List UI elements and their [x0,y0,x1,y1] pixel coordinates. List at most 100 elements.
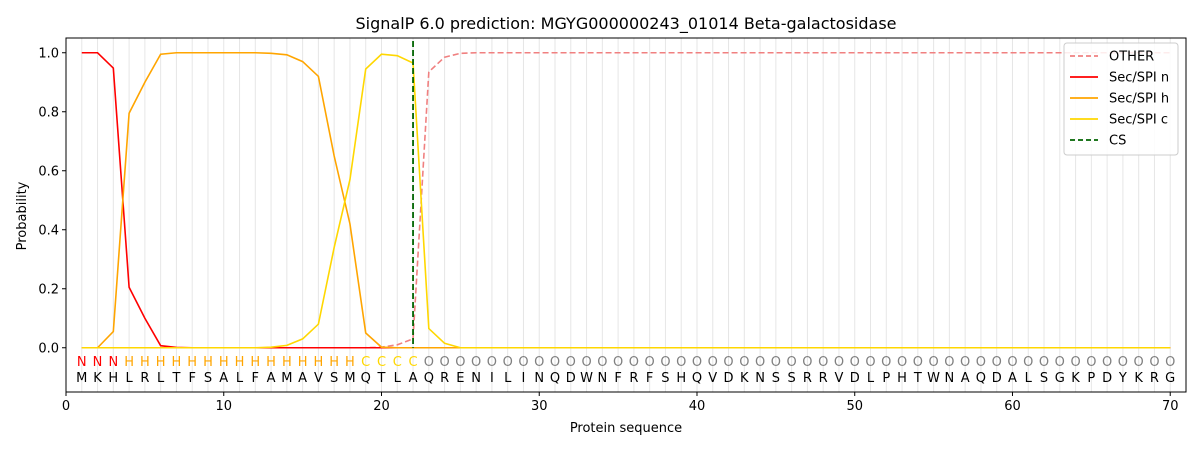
sequence-letter: N [471,371,481,386]
sequence-letter: A [219,371,228,386]
residue-label: O [550,355,560,370]
sequence-letter: S [1040,371,1048,386]
residue-label: H [172,355,182,370]
residue-label: O [865,355,875,370]
sequence-letter: P [1087,371,1095,386]
sequence-letter: K [1071,371,1080,386]
sequence-letter: T [377,371,386,386]
residue-label: O [660,355,670,370]
sequence-letter: Q [976,371,986,386]
sequence-letter: H [897,371,907,386]
sequence-letter: W [927,371,940,386]
sequence-letter: D [1102,371,1112,386]
sequence-letter: F [614,371,621,386]
residue-label: O [723,355,733,370]
sequence-letter: D [850,371,860,386]
sequence-letter: D [992,371,1002,386]
residue-label: O [439,355,449,370]
sequence-letter: T [171,371,180,386]
residue-label: H [282,355,292,370]
residue-label: O [676,355,686,370]
sequence-letter: R [819,371,828,386]
x-tick-label: 20 [373,399,390,414]
residue-label: H [219,355,229,370]
sequence-letter: R [440,371,449,386]
residue-label: O [1023,355,1033,370]
residue-label: O [534,355,544,370]
sequence-letter: V [314,371,323,386]
y-tick-label: 1.0 [38,46,59,61]
sequence-letter: Q [692,371,702,386]
residue-label: N [93,355,103,370]
sequence-letter: V [835,371,844,386]
residue-label: O [818,355,828,370]
residue-label: H [124,355,134,370]
sequence-letter: I [522,371,526,386]
residue-label: C [393,355,402,370]
residue-label: H [345,355,355,370]
sequence-letter: M [76,371,87,386]
x-tick-label: 30 [531,399,548,414]
x-tick-label: 10 [215,399,232,414]
residue-label: H [298,355,308,370]
plot-frame [65,37,1187,393]
residue-label: O [787,355,797,370]
x-tick-label: 60 [1004,399,1021,414]
chart-title: SignalP 6.0 prediction: MGYG000000243_01… [355,14,896,34]
sequence-letter: L [1025,371,1033,386]
sequence-letter: A [267,371,276,386]
residue-label: O [1134,355,1144,370]
residue-label: H [140,355,150,370]
sequence-letter: H [108,371,118,386]
sequence-letter: D [566,371,576,386]
residue-label: O [1007,355,1017,370]
residue-label: C [361,355,370,370]
residue-label: O [1039,355,1049,370]
residue-label: O [881,355,891,370]
x-tick-label: 50 [846,399,863,414]
x-tick-label: 0 [62,399,70,414]
residue-label: O [1070,355,1080,370]
residue-label: C [377,355,386,370]
residue-label: H [266,355,276,370]
sequence-letter: K [740,371,749,386]
residue-label: O [455,355,465,370]
sequence-letter: G [1165,371,1175,386]
sequence-letter: K [1134,371,1143,386]
residue-label: O [739,355,749,370]
residue-label: O [897,355,907,370]
sequence-letter: A [961,371,970,386]
y-axis-label: Probability [15,181,30,250]
residue-label: N [108,355,118,370]
sequence-letter: S [772,371,780,386]
y-tick-label: 0.6 [38,164,59,179]
sequence-letter: W [580,371,593,386]
series-line-sec-spi-h [81,51,1171,349]
residue-label: O [834,355,844,370]
legend-label: Sec/SPI n [1109,71,1169,86]
legend-label: OTHER [1109,50,1154,65]
residue-label: O [755,355,765,370]
residue-label: H [329,355,339,370]
sequence-letter: N [597,371,607,386]
residue-label: O [692,355,702,370]
sequence-letter: M [281,371,292,386]
residue-label: O [597,355,607,370]
residue-label: O [503,355,513,370]
sequence-letter: N [945,371,955,386]
residue-label: O [581,355,591,370]
sequence-letter: S [661,371,669,386]
sequence-letter: L [394,371,402,386]
residue-label: O [471,355,481,370]
residue-label: N [77,355,87,370]
residue-label: O [960,355,970,370]
residue-label: H [235,355,245,370]
residue-label: O [1118,355,1128,370]
sequence-letter: R [140,371,149,386]
legend-box [1063,42,1179,156]
sequence-letter: M [344,371,355,386]
residue-label: H [314,355,324,370]
residue-label: H [203,355,213,370]
legend: OTHER Sec/SPI n Sec/SPI h Sec/SPI c CS [1063,42,1179,156]
sequence-letter: L [157,371,165,386]
